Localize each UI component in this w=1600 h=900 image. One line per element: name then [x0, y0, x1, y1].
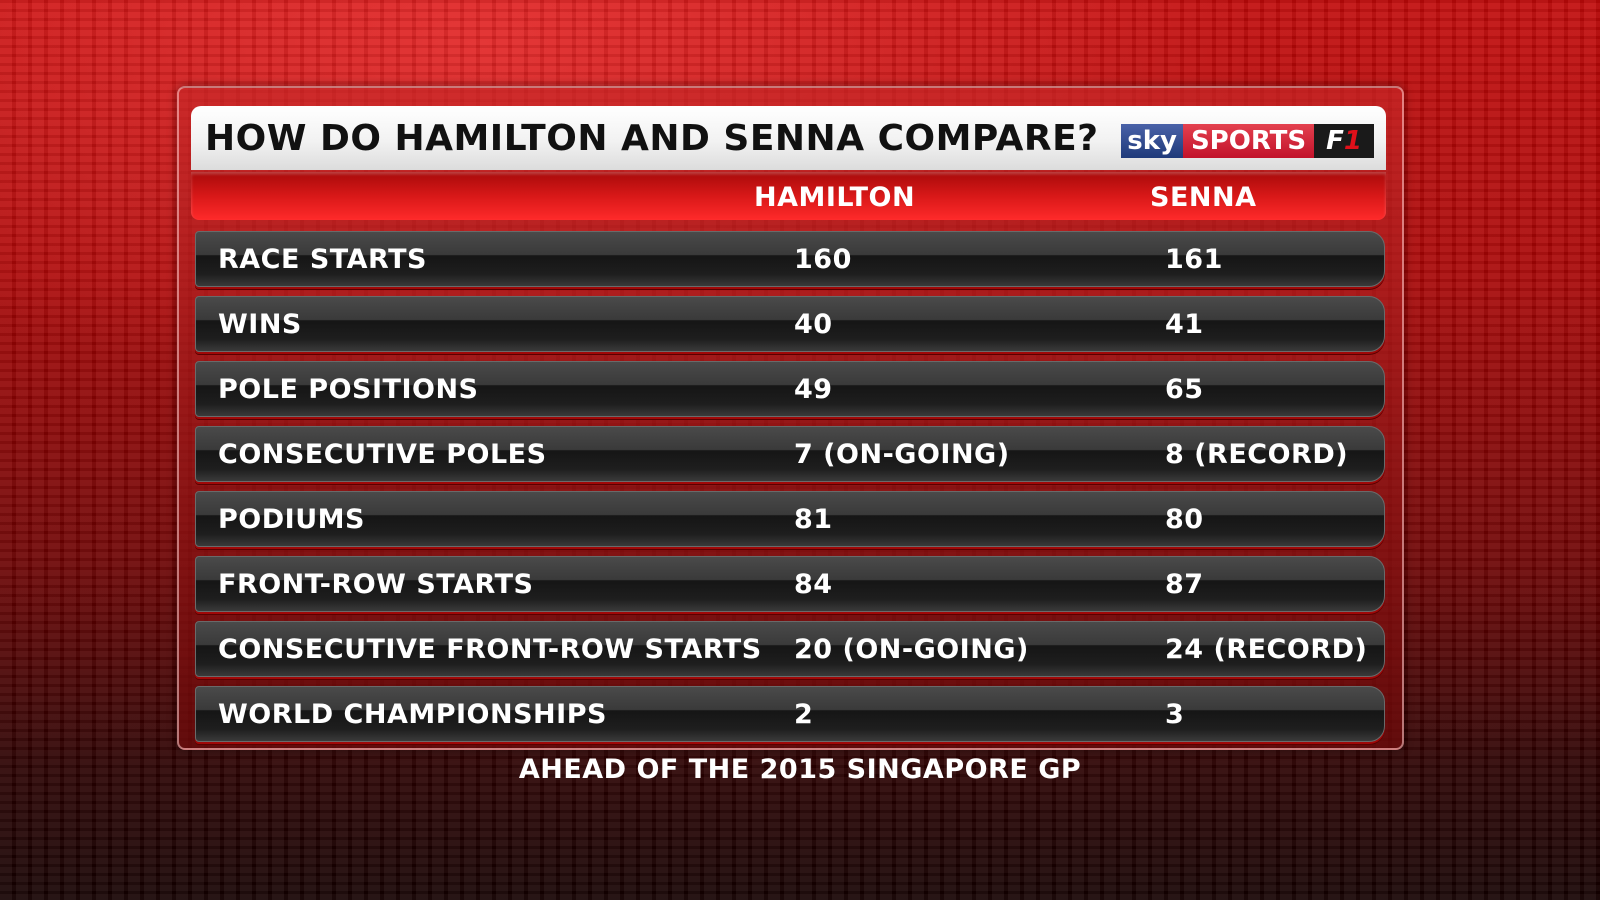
table-row: RACE STARTS 160 161 — [195, 231, 1385, 287]
hamilton-value: 160 — [794, 244, 852, 275]
stat-label: FRONT-ROW STARTS — [218, 569, 534, 600]
logo-sports: SPORTS — [1182, 124, 1315, 158]
comparison-panel: HOW DO HAMILTON AND SENNA COMPARE? sky S… — [177, 86, 1404, 750]
senna-value: 80 — [1165, 504, 1204, 535]
senna-value: 65 — [1165, 374, 1204, 405]
hamilton-value: 2 — [794, 699, 814, 730]
senna-value: 41 — [1165, 309, 1204, 340]
senna-value: 8 (RECORD) — [1165, 439, 1349, 470]
sky-sports-f1-logo: sky SPORTS F1 — [1121, 124, 1374, 158]
footer-caption: AHEAD OF THE 2015 SINGAPORE GP — [518, 754, 1082, 785]
stat-label: WINS — [218, 309, 302, 340]
column-header-bar: HAMILTON SENNA — [191, 172, 1386, 220]
table-row: CONSECUTIVE POLES 7 (ON-GOING) 8 (RECORD… — [195, 426, 1385, 482]
table-row: POLE POSITIONS 49 65 — [195, 361, 1385, 417]
stat-label: CONSECUTIVE FRONT-ROW STARTS — [218, 634, 762, 665]
table-row: FRONT-ROW STARTS 84 87 — [195, 556, 1385, 612]
title-bar: HOW DO HAMILTON AND SENNA COMPARE? sky S… — [191, 106, 1386, 170]
table-row: WORLD CHAMPIONSHIPS 2 3 — [195, 686, 1385, 742]
page-title: HOW DO HAMILTON AND SENNA COMPARE? — [205, 118, 1099, 159]
hamilton-value: 7 (ON-GOING) — [794, 439, 1010, 470]
senna-value: 87 — [1165, 569, 1204, 600]
logo-sky: sky — [1121, 124, 1183, 158]
hamilton-value: 40 — [794, 309, 833, 340]
senna-value: 161 — [1165, 244, 1223, 275]
logo-f1-number: 1 — [1343, 126, 1362, 156]
table-row: CONSECUTIVE FRONT-ROW STARTS 20 (ON-GOIN… — [195, 621, 1385, 677]
stat-label: WORLD CHAMPIONSHIPS — [218, 699, 607, 730]
stat-label: POLE POSITIONS — [218, 374, 479, 405]
logo-f1-letter: F — [1326, 126, 1344, 156]
stat-label: CONSECUTIVE POLES — [218, 439, 547, 470]
column-header-senna: SENNA — [1150, 182, 1257, 213]
senna-value: 3 — [1165, 699, 1185, 730]
column-header-hamilton: HAMILTON — [754, 182, 916, 213]
hamilton-value: 20 (ON-GOING) — [794, 634, 1029, 665]
table-row: WINS 40 41 — [195, 296, 1385, 352]
logo-f1: F1 — [1314, 124, 1374, 158]
stats-table: RACE STARTS 160 161 WINS 40 41 POLE POSI… — [195, 231, 1385, 751]
stat-label: PODIUMS — [218, 504, 365, 535]
hamilton-value: 49 — [794, 374, 833, 405]
stat-label: RACE STARTS — [218, 244, 427, 275]
senna-value: 24 (RECORD) — [1165, 634, 1368, 665]
hamilton-value: 81 — [794, 504, 833, 535]
table-row: PODIUMS 81 80 — [195, 491, 1385, 547]
hamilton-value: 84 — [794, 569, 833, 600]
